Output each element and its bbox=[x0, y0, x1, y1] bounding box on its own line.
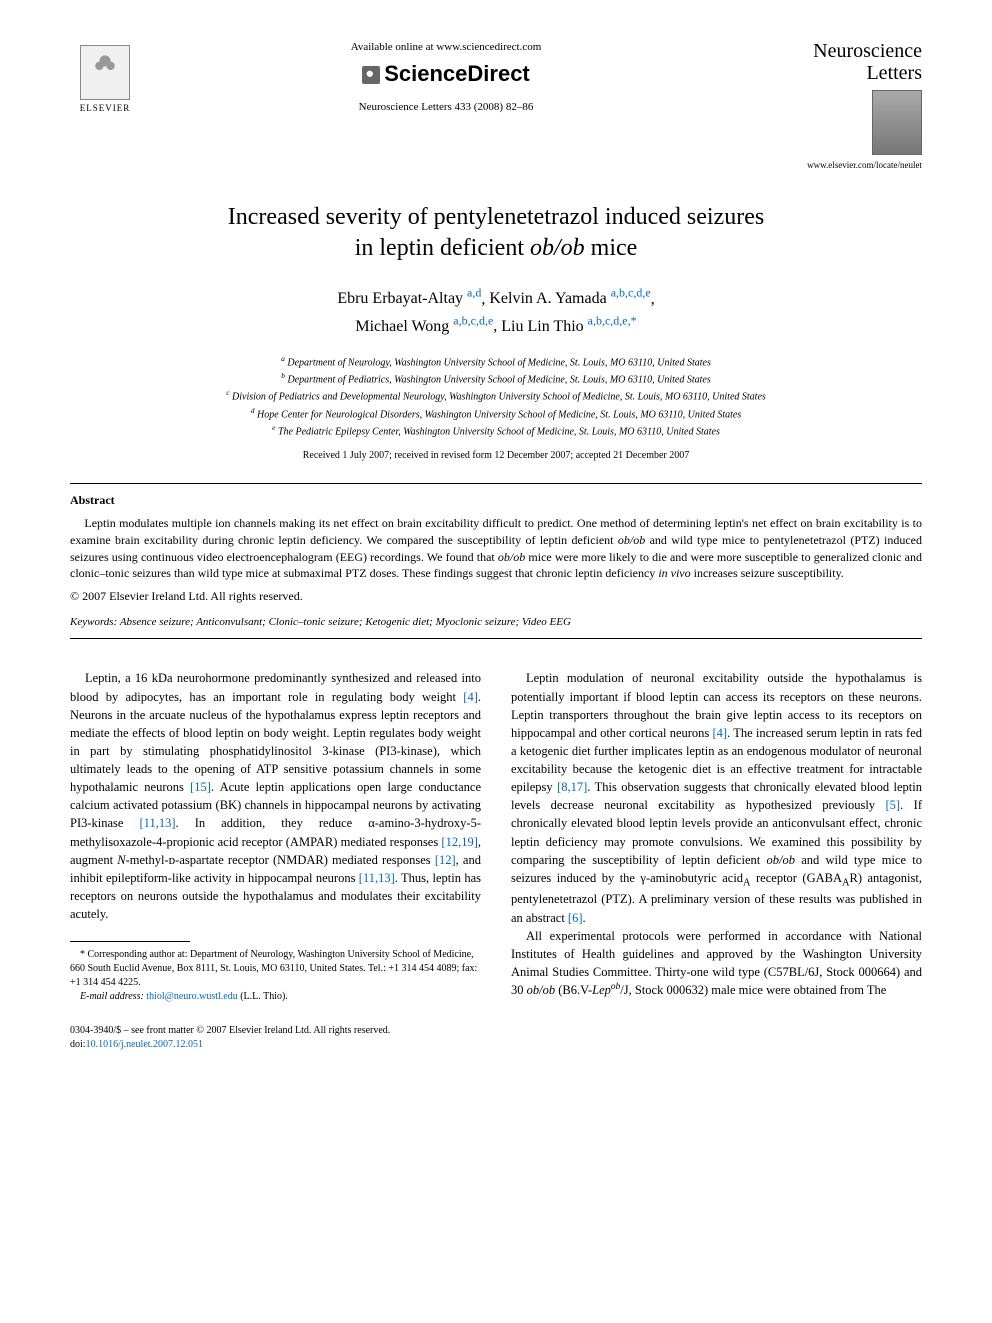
corresponding-author-note: * Corresponding author at: Department of… bbox=[70, 948, 481, 990]
affiliation-text: Department of Pediatrics, Washington Uni… bbox=[287, 374, 710, 385]
author: Michael Wong a,b,c,d,e bbox=[355, 318, 493, 335]
body-columns: Leptin, a 16 kDa neurohormone predominan… bbox=[70, 669, 922, 1004]
email-suffix: (L.L. Thio). bbox=[240, 991, 288, 1002]
issn-line: 0304-3940/$ – see front matter © 2007 El… bbox=[70, 1024, 922, 1038]
author-affil-link[interactable]: a,b,c,d,e bbox=[611, 286, 651, 300]
elsevier-logo: ELSEVIER bbox=[70, 40, 140, 120]
email-line: E-mail address: thiol@neuro.wustl.edu (L… bbox=[70, 990, 481, 1004]
author-affil-link[interactable]: a,d bbox=[467, 286, 481, 300]
publisher-name: ELSEVIER bbox=[80, 102, 131, 115]
sciencedirect-logo: ScienceDirect bbox=[140, 59, 752, 90]
abstract-heading: Abstract bbox=[70, 492, 922, 509]
body-text: Leptin, a 16 kDa neurohormone predominan… bbox=[70, 671, 481, 703]
keywords-label: Keywords: bbox=[70, 616, 117, 628]
column-right: Leptin modulation of neuronal excitabili… bbox=[511, 669, 922, 1004]
author-name: Kelvin A. Yamada bbox=[489, 290, 606, 307]
author-name: Ebru Erbayat-Altay bbox=[337, 290, 463, 307]
journal-cover-icon bbox=[872, 90, 922, 155]
author-affil-link[interactable]: a,b,c,d,e bbox=[453, 313, 493, 327]
journal-name-line2: Letters bbox=[866, 62, 922, 84]
affiliation: a Department of Neurology, Washington Un… bbox=[70, 353, 922, 370]
abstract-text: Leptin modulates multiple ion channels m… bbox=[70, 515, 922, 582]
affiliations: a Department of Neurology, Washington Un… bbox=[70, 353, 922, 440]
divider bbox=[70, 483, 922, 484]
article-title: Increased severity of pentylenetetrazol … bbox=[70, 202, 922, 264]
affiliation: d Hope Center for Neurological Disorders… bbox=[70, 405, 922, 422]
body-text: . If chronically elevated blood leptin l… bbox=[511, 798, 922, 924]
citation-link[interactable]: [11,13] bbox=[140, 816, 176, 830]
author-affil-link[interactable]: a,b,c,d,e,* bbox=[588, 313, 637, 327]
journal-reference: Neuroscience Letters 433 (2008) 82–86 bbox=[140, 100, 752, 115]
sciencedirect-text: ScienceDirect bbox=[384, 59, 530, 90]
body-text: . Neurons in the arcuate nucleus of the … bbox=[70, 690, 481, 795]
divider bbox=[70, 638, 922, 639]
journal-name: Neuroscience Letters bbox=[752, 40, 922, 84]
journal-url: www.elsevier.com/locate/neulet bbox=[752, 159, 922, 172]
citation-link[interactable]: [4] bbox=[463, 690, 478, 704]
body-paragraph: Leptin, a 16 kDa neurohormone predominan… bbox=[70, 669, 481, 923]
affiliation-text: Division of Pediatrics and Developmental… bbox=[232, 392, 766, 403]
journal-box: Neuroscience Letters www.elsevier.com/lo… bbox=[752, 40, 922, 172]
page-footer: 0304-3940/$ – see front matter © 2007 El… bbox=[70, 1024, 922, 1052]
affiliation: b Department of Pediatrics, Washington U… bbox=[70, 370, 922, 387]
citation-link[interactable]: [11,13] bbox=[359, 871, 395, 885]
doi-line: doi:10.1016/j.neulet.2007.12.051 bbox=[70, 1038, 922, 1052]
body-paragraph: Leptin modulation of neuronal excitabili… bbox=[511, 669, 922, 926]
citation-link[interactable]: [4] bbox=[713, 726, 728, 740]
body-text: . bbox=[583, 911, 586, 925]
author: Ebru Erbayat-Altay a,d bbox=[337, 290, 481, 307]
copyright-text: © 2007 Elsevier Ireland Ltd. All rights … bbox=[70, 588, 922, 605]
keywords-list: Absence seizure; Anticonvulsant; Clonic–… bbox=[120, 616, 571, 628]
center-header: Available online at www.sciencedirect.co… bbox=[140, 40, 752, 116]
citation-link[interactable]: [12] bbox=[435, 853, 456, 867]
page-header: ELSEVIER Available online at www.science… bbox=[70, 40, 922, 172]
citation-link[interactable]: [12,19] bbox=[441, 835, 477, 849]
author-name: Liu Lin Thio bbox=[501, 318, 583, 335]
keywords: Keywords: Absence seizure; Anticonvulsan… bbox=[70, 615, 922, 630]
author-list: Ebru Erbayat-Altay a,d, Kelvin A. Yamada… bbox=[70, 284, 922, 339]
abstract-paragraph: Leptin modulates multiple ion channels m… bbox=[70, 515, 922, 582]
journal-name-line1: Neuroscience bbox=[813, 40, 922, 62]
footnote-divider bbox=[70, 941, 190, 942]
available-online-text: Available online at www.sciencedirect.co… bbox=[140, 40, 752, 55]
affiliation-text: The Pediatric Epilepsy Center, Washingto… bbox=[278, 426, 720, 437]
doi-link[interactable]: 10.1016/j.neulet.2007.12.051 bbox=[86, 1039, 204, 1050]
citation-link[interactable]: [15] bbox=[190, 780, 211, 794]
email-link[interactable]: thiol@neuro.wustl.edu bbox=[146, 991, 237, 1002]
affiliation-text: Department of Neurology, Washington Univ… bbox=[287, 357, 710, 368]
affiliation-text: Hope Center for Neurological Disorders, … bbox=[257, 409, 741, 420]
author: Liu Lin Thio a,b,c,d,e,* bbox=[501, 318, 636, 335]
citation-link[interactable]: [5] bbox=[886, 798, 901, 812]
elsevier-tree-icon bbox=[80, 45, 130, 100]
affiliation: c Division of Pediatrics and Development… bbox=[70, 387, 922, 404]
sciencedirect-icon bbox=[362, 66, 380, 84]
footnote-block: * Corresponding author at: Department of… bbox=[70, 948, 481, 1004]
body-paragraph: All experimental protocols were performe… bbox=[511, 927, 922, 1000]
doi-label: doi: bbox=[70, 1039, 86, 1050]
author-name: Michael Wong bbox=[355, 318, 449, 335]
author: Kelvin A. Yamada a,b,c,d,e bbox=[489, 290, 650, 307]
article-dates: Received 1 July 2007; received in revise… bbox=[70, 449, 922, 463]
citation-link[interactable]: [8,17] bbox=[557, 780, 587, 794]
column-left: Leptin, a 16 kDa neurohormone predominan… bbox=[70, 669, 481, 1004]
email-label: E-mail address: bbox=[80, 991, 144, 1002]
affiliation: e The Pediatric Epilepsy Center, Washing… bbox=[70, 422, 922, 439]
citation-link[interactable]: [6] bbox=[568, 911, 583, 925]
